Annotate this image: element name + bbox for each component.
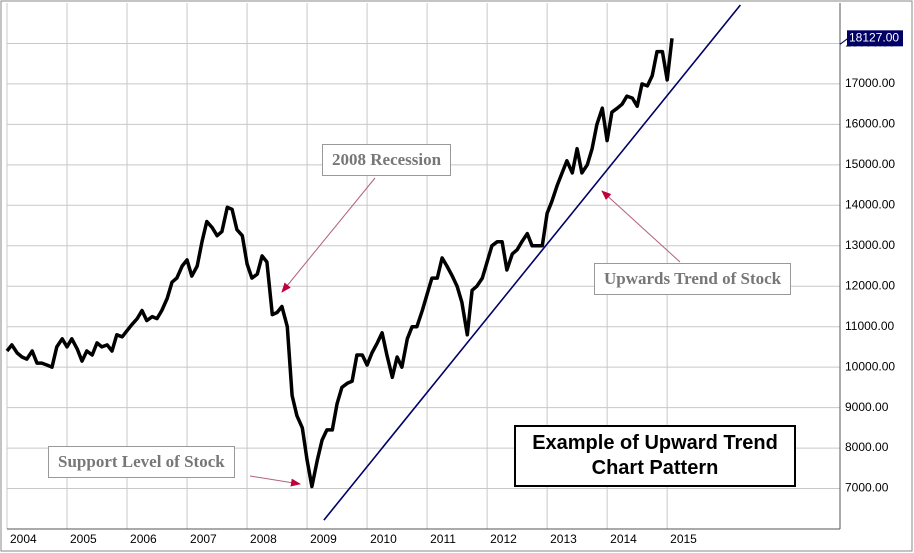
chart-title: Example of Upward Trend Chart Pattern (514, 425, 796, 487)
x-tick-label: 2008 (250, 532, 277, 546)
x-tick-label: 2011 (430, 532, 456, 546)
x-tick-label: 2015 (670, 532, 697, 546)
annotation-arrow (281, 177, 376, 293)
x-tick-label: 2012 (490, 532, 517, 546)
trend-line (323, 4, 741, 521)
x-tick-label: 2004 (10, 532, 37, 546)
y-tick-label: 9000.00 (845, 400, 889, 414)
x-tick-label: 2007 (190, 532, 217, 546)
y-tick-label: 16000.00 (845, 117, 895, 131)
y-tick-label: 10000.00 (845, 359, 895, 373)
y-tick-label: 11000.00 (845, 319, 894, 333)
annotation: Support Level of Stock (48, 446, 235, 478)
last-value-tag (847, 30, 903, 47)
y-tick-label: 12000.00 (845, 278, 895, 292)
y-tick-label: 7000.00 (845, 481, 889, 495)
x-tick-label: 2006 (130, 532, 157, 546)
x-tick-label: 2005 (70, 532, 97, 546)
annotation-arrow (601, 190, 681, 263)
y-tick-label: 13000.00 (845, 238, 895, 252)
y-tick-label: 17000.00 (845, 76, 895, 90)
y-tick-label: 8000.00 (845, 440, 889, 454)
x-tick-label: 2013 (550, 532, 577, 546)
annotation: 2008 Recession (322, 144, 452, 176)
y-tick-label: 15000.00 (845, 157, 895, 171)
last-value-label: 18127.00 (849, 30, 899, 44)
annotation-arrow (249, 475, 301, 487)
x-tick-label: 2009 (310, 532, 337, 546)
x-tick-label: 2014 (610, 532, 637, 546)
tag-pointer (839, 37, 849, 45)
price-line (5, 38, 674, 489)
y-tick-label: 14000.00 (845, 197, 895, 211)
x-tick-label: 2010 (370, 532, 397, 546)
annotation: Upwards Trend of Stock (594, 263, 792, 295)
